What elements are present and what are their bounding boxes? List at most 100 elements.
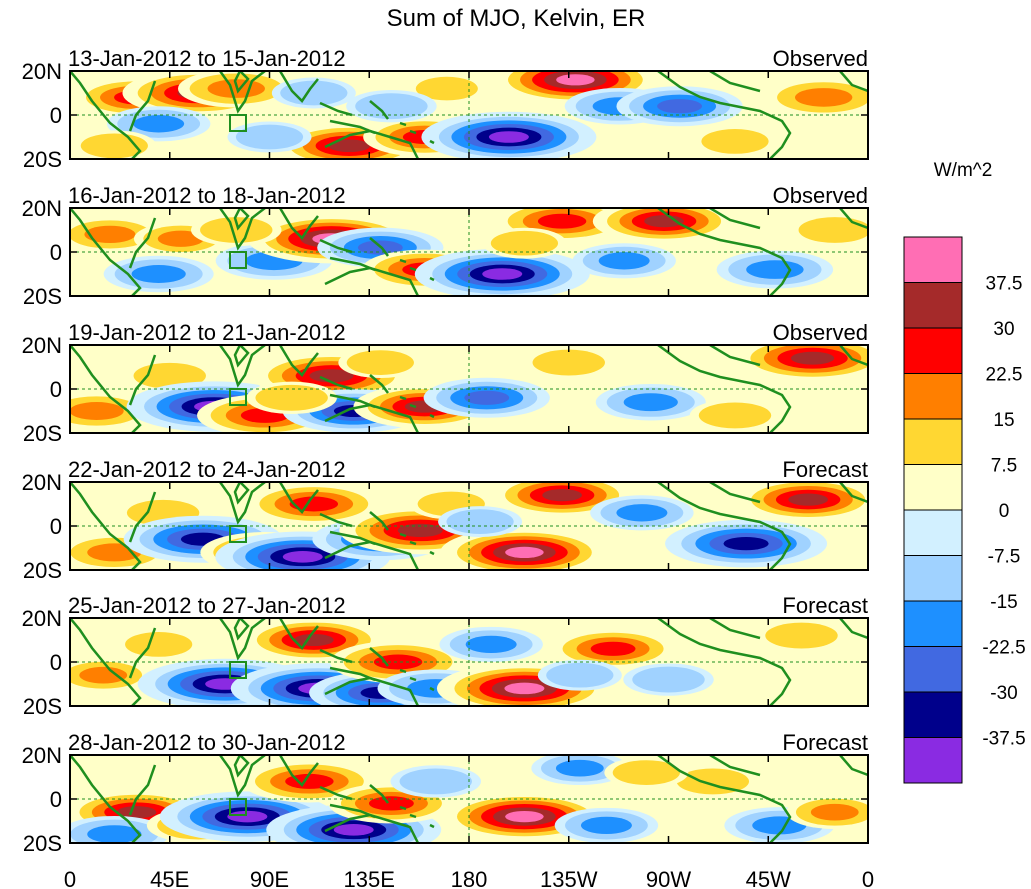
anomaly-blob bbox=[736, 482, 868, 522]
panel-status-label: Observed bbox=[773, 46, 868, 71]
colorbar-swatch bbox=[903, 418, 963, 465]
y-tick-label: 0 bbox=[50, 103, 62, 128]
panel-date-range: 19-Jan-2012 to 21-Jan-2012 bbox=[68, 320, 346, 345]
colorbar-swatch bbox=[903, 282, 963, 329]
x-tick-label: 90W bbox=[646, 867, 691, 889]
anomaly-blob bbox=[440, 527, 609, 570]
anomaly-blob bbox=[693, 125, 777, 157]
units-label: W/m^2 bbox=[934, 160, 993, 181]
anomaly-blob bbox=[572, 243, 676, 279]
anomaly-blob bbox=[786, 795, 868, 830]
map-panel: 20N 0 20S 16-Jan-2012 to 18-Jan-2012 Observe… bbox=[22, 183, 869, 309]
anomaly-blob bbox=[70, 815, 170, 843]
panel-date-range: 13-Jan-2012 to 15-Jan-2012 bbox=[68, 46, 346, 71]
anomaly-blob bbox=[789, 213, 868, 247]
y-tick-label: 20S bbox=[23, 284, 62, 309]
y-tick-label: 20S bbox=[23, 558, 62, 583]
anomaly-blob bbox=[116, 628, 201, 660]
colorbar-label: -22.5 bbox=[982, 638, 1025, 659]
anomaly-blob bbox=[549, 628, 677, 669]
map-panel: 20N 0 20S 25-Jan-2012 to 27-Jan-2012 Forecas… bbox=[22, 593, 869, 719]
y-tick-label: 20N bbox=[22, 196, 62, 221]
y-tick-label: 0 bbox=[50, 650, 62, 675]
panel-status-label: Forecast bbox=[782, 730, 868, 755]
anomaly-blob bbox=[346, 90, 437, 123]
x-tick-label: 135E bbox=[344, 867, 395, 889]
map-panel: 20N 0 20S 13-Jan-2012 to 15-Jan-2012 Observe… bbox=[22, 46, 869, 172]
y-tick-label: 20N bbox=[22, 470, 62, 495]
colorbar-swatch bbox=[903, 646, 963, 693]
x-tick-label: 135W bbox=[540, 867, 598, 889]
colorbar-label: -15 bbox=[990, 592, 1017, 613]
y-tick-label: 0 bbox=[50, 240, 62, 265]
x-tick-label: 0 bbox=[862, 867, 874, 889]
anomaly-blob bbox=[554, 807, 659, 843]
y-tick-label: 20S bbox=[23, 421, 62, 446]
anomaly-blob bbox=[604, 757, 689, 789]
anomaly-blob bbox=[765, 78, 868, 117]
x-tick-label: 45E bbox=[150, 867, 189, 889]
y-tick-label: 20S bbox=[23, 147, 62, 172]
anomaly-blob bbox=[531, 755, 629, 786]
anomaly-blob bbox=[271, 77, 356, 109]
map-panel: 20N 0 20S 19-Jan-2012 to 21-Jan-2012 Observe… bbox=[22, 320, 869, 446]
anomaly-blob bbox=[665, 519, 828, 568]
region-box bbox=[229, 525, 247, 543]
panel-status-label: Observed bbox=[773, 320, 868, 345]
y-tick-label: 20N bbox=[22, 606, 62, 631]
y-tick-label: 20N bbox=[22, 743, 62, 768]
anomaly-blob bbox=[408, 73, 486, 104]
region-box bbox=[229, 251, 247, 269]
y-tick-label: 0 bbox=[50, 787, 62, 812]
colorbar-swatch bbox=[903, 373, 963, 420]
anomaly-blob bbox=[72, 130, 157, 159]
x-axis-ticks: 0 45E 90E 135E 180 135W 90W 45W 0 bbox=[64, 867, 874, 889]
anomaly-blob bbox=[590, 495, 694, 531]
anomaly-blob bbox=[414, 248, 590, 296]
colorbar-swatch bbox=[903, 555, 963, 602]
anomaly-blob bbox=[439, 626, 543, 662]
panel-date-range: 22-Jan-2012 to 24-Jan-2012 bbox=[68, 457, 346, 482]
panel-status-label: Forecast bbox=[782, 457, 868, 482]
anomaly-blob bbox=[423, 377, 550, 418]
anomaly-blob bbox=[592, 208, 736, 243]
panels-group: 20N 0 20S 13-Jan-2012 to 15-Jan-2012 Observe… bbox=[22, 46, 869, 856]
x-tick-label: 90E bbox=[250, 867, 289, 889]
map-panel: 20N 0 20S 22-Jan-2012 to 24-Jan-2012 Forecas… bbox=[22, 457, 869, 583]
colorbar-swatch bbox=[903, 236, 963, 283]
y-tick-label: 0 bbox=[50, 514, 62, 539]
panel-status-label: Forecast bbox=[782, 593, 868, 618]
colorbar-swatch bbox=[903, 737, 963, 784]
anomaly-blob bbox=[537, 659, 622, 691]
anomaly-blob bbox=[756, 619, 847, 652]
colorbar-swatch bbox=[903, 509, 963, 556]
y-tick-label: 20N bbox=[22, 333, 62, 358]
region-box bbox=[229, 661, 247, 679]
colorbar-label: 15 bbox=[993, 410, 1014, 431]
anomaly-blob bbox=[70, 658, 152, 693]
x-tick-label: 45W bbox=[746, 867, 791, 889]
colorbar-swatch bbox=[903, 600, 963, 647]
anomaly-blob bbox=[390, 765, 481, 798]
anomaly-blob bbox=[245, 482, 382, 526]
colorbar: W/m^2 37.5 30 22.5 15 7.5 0 -7.5 -15 -22.5 -30 -37… bbox=[903, 160, 1026, 784]
anomaly-blob bbox=[242, 618, 386, 662]
panel-date-range: 25-Jan-2012 to 27-Jan-2012 bbox=[68, 593, 346, 618]
panel-date-range: 28-Jan-2012 to 30-Jan-2012 bbox=[68, 730, 346, 755]
anomaly-blob bbox=[734, 345, 868, 382]
region-box bbox=[229, 798, 247, 816]
colorbar-label: 37.5 bbox=[986, 274, 1023, 295]
y-tick-label: 20S bbox=[23, 694, 62, 719]
region-box bbox=[229, 388, 247, 406]
colorbar-swatch bbox=[903, 327, 963, 374]
anomaly-blob bbox=[191, 213, 282, 247]
anomaly-blob bbox=[595, 383, 706, 421]
panel-date-range: 16-Jan-2012 to 18-Jan-2012 bbox=[68, 183, 346, 208]
colorbar-label: 22.5 bbox=[986, 365, 1023, 386]
y-tick-label: 0 bbox=[50, 377, 62, 402]
colorbar-label: 30 bbox=[993, 319, 1014, 340]
colorbar-label: -7.5 bbox=[988, 547, 1021, 568]
colorbar-swatch bbox=[903, 464, 963, 511]
figure-title: Sum of MJO, Kelvin, ER bbox=[387, 5, 646, 32]
